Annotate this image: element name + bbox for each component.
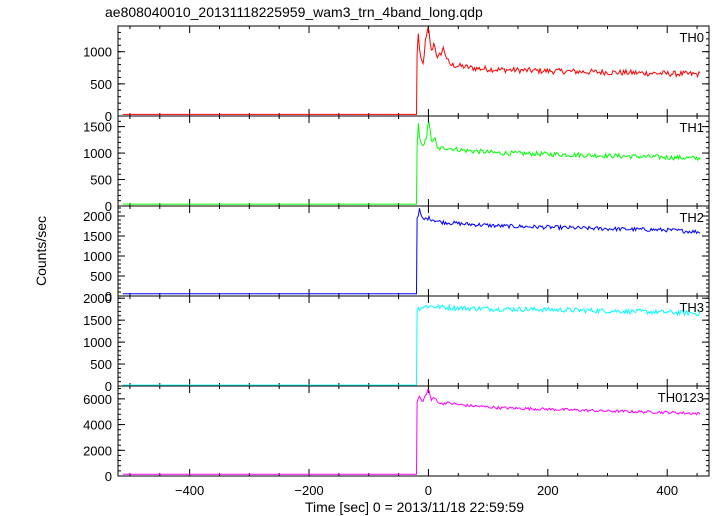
series-th1 bbox=[122, 121, 701, 205]
x-tick-label: 200 bbox=[537, 483, 559, 498]
x-tick-label: −400 bbox=[175, 483, 204, 498]
y-tick-label: 0 bbox=[105, 469, 112, 484]
series-th3 bbox=[122, 303, 701, 386]
y-tick-label: 500 bbox=[90, 269, 112, 284]
y-tick-label: 500 bbox=[90, 77, 112, 92]
y-tick-label: 1000 bbox=[83, 45, 112, 60]
y-tick-label: 6000 bbox=[83, 392, 112, 407]
x-tick-label: 400 bbox=[656, 483, 678, 498]
x-tick-label: 0 bbox=[425, 483, 432, 498]
y-tick-label: 1500 bbox=[83, 120, 112, 135]
panel-label: TH0123 bbox=[658, 390, 704, 405]
y-tick-label: 500 bbox=[90, 173, 112, 188]
y-tick-label: 1000 bbox=[83, 249, 112, 264]
x-axis-title: Time [sec] 0 = 2013/11/18 22:59:59 bbox=[305, 499, 524, 515]
y-tick-label: 1500 bbox=[83, 313, 112, 328]
y-tick-label: 4000 bbox=[83, 418, 112, 433]
panel-frame bbox=[117, 205, 710, 297]
panel-frame bbox=[117, 385, 710, 477]
panel-frame bbox=[117, 295, 710, 387]
y-tick-label: 0 bbox=[105, 109, 112, 124]
y-tick-label: 1500 bbox=[83, 229, 112, 244]
y-axis-title: Counts/sec bbox=[33, 216, 49, 286]
x-tick-label: −200 bbox=[294, 483, 323, 498]
y-tick-label: 2000 bbox=[83, 443, 112, 458]
y-tick-label: 0 bbox=[105, 199, 112, 214]
series-th0 bbox=[122, 26, 701, 115]
y-tick-label: 500 bbox=[90, 357, 112, 372]
chart-title: ae808040010_20131118225959_wam3_trn_4ban… bbox=[105, 4, 483, 20]
panel-th1: 0 500 1000 1500 TH1 bbox=[83, 115, 710, 214]
y-tick-label: 0 bbox=[105, 379, 112, 394]
y-tick-label: 2000 bbox=[83, 209, 112, 224]
panel-th0: 0 500 1000 TH0 bbox=[83, 25, 710, 124]
panel-label: TH1 bbox=[679, 120, 704, 135]
panel-th0123: 0 2000 4000 6000 TH0123 bbox=[83, 385, 710, 484]
series-th2 bbox=[122, 208, 701, 295]
panel-frame bbox=[117, 115, 710, 207]
y-tick-label: 1000 bbox=[83, 146, 112, 161]
panel-label: TH2 bbox=[679, 210, 704, 225]
series-th0123 bbox=[122, 388, 701, 475]
y-tick-label: 0 bbox=[105, 289, 112, 304]
y-tick-label: 2000 bbox=[83, 291, 112, 306]
panel-label: TH0 bbox=[679, 30, 704, 45]
panel-th2: 0 500 1000 1500 2000 TH2 bbox=[83, 205, 710, 304]
y-tick-label: 1000 bbox=[83, 335, 112, 350]
panels: 0 500 1000 TH0 0 500 1000 1500 TH1 0 500 1000 1500 20… bbox=[83, 25, 710, 498]
